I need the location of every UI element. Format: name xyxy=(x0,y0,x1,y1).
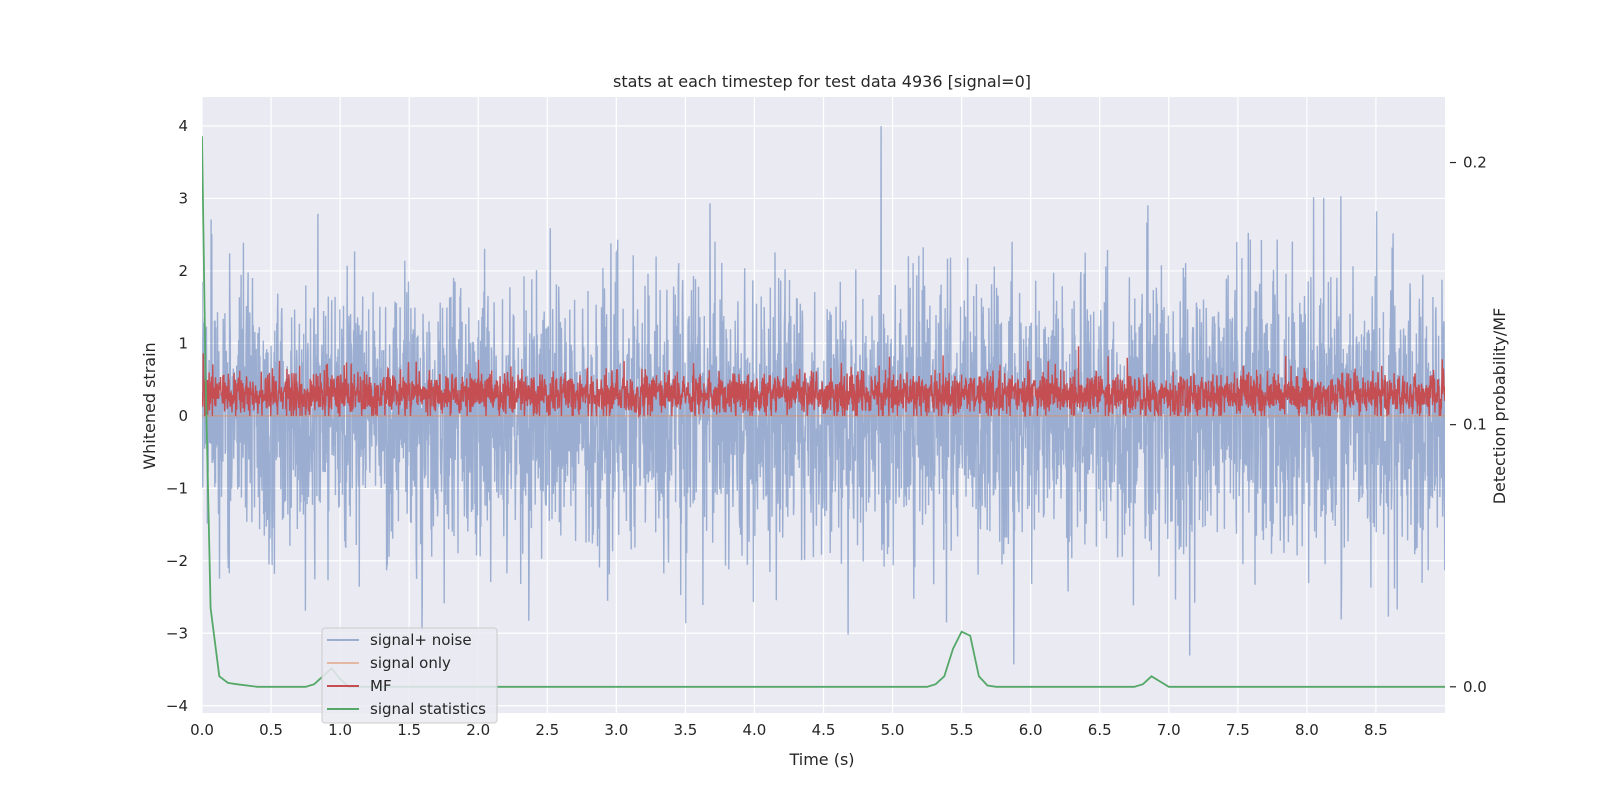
x-tick-label: 6.0 xyxy=(1019,721,1043,739)
x-tick-label: 5.5 xyxy=(950,721,974,739)
y-left-axis-label: Whitened strain xyxy=(140,342,159,469)
y-right-axis-label: Detection probability/MF xyxy=(1490,308,1509,505)
y-left-tick-label: −4 xyxy=(166,697,188,715)
x-tick-label: 4.0 xyxy=(743,721,767,739)
x-tick-label: 2.0 xyxy=(466,721,490,739)
x-tick-label: 3.0 xyxy=(604,721,628,739)
legend: signal+ noise signal only MF signal stat… xyxy=(321,627,498,724)
x-tick-label: 5.0 xyxy=(881,721,905,739)
legend-label-mf: MF xyxy=(370,677,392,695)
legend-label-signal-only: signal only xyxy=(370,654,451,672)
legend-label-signal-plus-noise: signal+ noise xyxy=(370,631,472,649)
series-signal-plus-noise xyxy=(202,125,1445,665)
y-left-tick-label: 4 xyxy=(178,117,188,135)
legend-box xyxy=(321,627,498,724)
x-tick-label: 0.5 xyxy=(259,721,283,739)
y-left-tick-label: −1 xyxy=(166,479,188,497)
x-tick-label: 4.5 xyxy=(812,721,836,739)
x-tick-label: 7.0 xyxy=(1157,721,1181,739)
chart-title: stats at each timestep for test data 493… xyxy=(613,72,1031,91)
x-tick-label: 6.5 xyxy=(1088,721,1112,739)
x-tick-label: 0.0 xyxy=(190,721,214,739)
y-right-axis-ticks: 0.0 0.1 0.2 xyxy=(1450,154,1487,696)
x-tick-label: 8.0 xyxy=(1295,721,1319,739)
y-right-tick-label: 0.0 xyxy=(1463,678,1487,696)
y-left-tick-label: 0 xyxy=(178,407,188,425)
x-tick-label: 2.5 xyxy=(535,721,559,739)
x-axis-ticks: 0.0 0.5 1.0 1.5 2.0 2.5 3.0 3.5 4.0 4.5 5.0 5.5 6.0 6… xyxy=(190,721,1388,739)
y-right-tick-label: 0.2 xyxy=(1463,154,1487,172)
y-left-tick-label: 2 xyxy=(178,262,188,280)
x-axis-label: Time (s) xyxy=(788,750,854,769)
series-mf xyxy=(202,346,1445,419)
x-tick-label: 8.5 xyxy=(1364,721,1388,739)
y-left-tick-label: −2 xyxy=(166,552,188,570)
y-left-tick-label: 3 xyxy=(178,189,188,207)
y-right-tick-label: 0.1 xyxy=(1463,416,1487,434)
y-left-tick-label: 1 xyxy=(178,334,188,352)
x-tick-label: 1.5 xyxy=(397,721,421,739)
legend-label-signal-statistics: signal statistics xyxy=(370,700,486,718)
y-left-tick-label: −3 xyxy=(166,624,188,642)
x-tick-label: 7.5 xyxy=(1226,721,1250,739)
x-tick-label: 3.5 xyxy=(673,721,697,739)
y-left-axis-ticks: −4 −3 −2 −1 0 1 2 3 4 xyxy=(166,117,188,715)
series-signal-statistics xyxy=(202,136,1445,688)
x-tick-label: 1.0 xyxy=(328,721,352,739)
series-layer xyxy=(202,125,1445,688)
